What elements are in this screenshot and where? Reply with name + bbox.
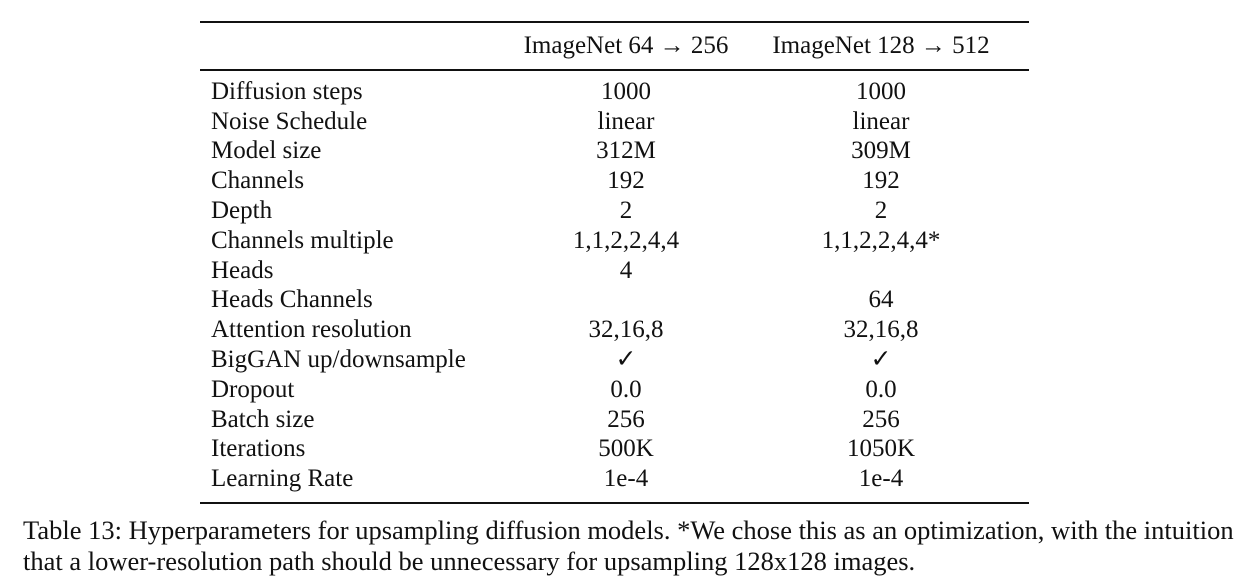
row-label: BigGAN up/downsample <box>211 346 466 374</box>
hyperparameter-table: ImageNet 64 → 256 ImageNet 128 → 512 Dif… <box>200 21 1029 504</box>
table-body: Diffusion steps 1000 1000 Noise Schedule lin… <box>200 71 1029 502</box>
cell-imagenet-64-256: 312M <box>596 137 656 165</box>
cell-imagenet-128-512: linear <box>852 107 910 135</box>
cell-imagenet-64-256: linear <box>597 107 655 135</box>
cell-imagenet-128-512: 309M <box>851 137 911 165</box>
row-label: Batch size <box>211 405 315 433</box>
cell-imagenet-128-512: 1,1,2,2,4,4* <box>821 226 941 254</box>
cell-imagenet-128-512: 64 <box>868 286 894 314</box>
header-cell-imagenet-128-512: ImageNet 128 → 512 <box>772 32 990 59</box>
row-label: Model size <box>211 137 322 165</box>
table-row: Heads 4 <box>200 255 1029 285</box>
cell-imagenet-64-256: 192 <box>607 167 645 195</box>
cell-imagenet-128-512: 1050K <box>846 435 916 463</box>
row-label: Dropout <box>211 375 295 403</box>
row-label: Heads <box>211 256 274 284</box>
cell-imagenet-128-512: 1000 <box>856 77 906 105</box>
cell-imagenet-64-256: 32,16,8 <box>588 316 664 344</box>
row-label: Channels multiple <box>211 226 394 254</box>
top-rule <box>200 21 1029 23</box>
table-row: BigGAN up/downsample ✓ ✓ <box>200 345 1029 375</box>
table-row: Dropout 0.0 0.0 <box>200 374 1029 404</box>
table-row: Learning Rate 1e-4 1e-4 <box>200 464 1029 494</box>
row-label: Depth <box>211 197 273 225</box>
table-row: Attention resolution 32,16,8 32,16,8 <box>200 315 1029 345</box>
cell-imagenet-128-512: 32,16,8 <box>843 316 919 344</box>
cell-imagenet-64-256: 1000 <box>601 77 651 105</box>
row-label: Iterations <box>211 435 306 463</box>
cell-imagenet-64-256: 2 <box>619 197 633 225</box>
table-row: Batch size 256 256 <box>200 404 1029 434</box>
cell-imagenet-64-256: 1e-4 <box>603 465 649 493</box>
cell-imagenet-128-512: 256 <box>862 405 900 433</box>
row-label: Diffusion steps <box>211 77 363 105</box>
table-row: Diffusion steps 1000 1000 <box>200 77 1029 107</box>
row-label: Noise Schedule <box>211 107 368 135</box>
table-row: Depth 2 2 <box>200 196 1029 226</box>
row-label: Channels <box>211 167 305 195</box>
table-row: Channels 192 192 <box>200 166 1029 196</box>
row-label: Attention resolution <box>211 316 412 344</box>
cell-imagenet-128-512: 0.0 <box>865 375 897 403</box>
row-label: Learning Rate <box>211 465 354 493</box>
row-label: Heads Channels <box>211 286 373 314</box>
table-row: Model size 312M 309M <box>200 136 1029 166</box>
table-row: Channels multiple 1,1,2,2,4,4 1,1,2,2,4,4* <box>200 225 1029 255</box>
cell-imagenet-64-256: ✓ <box>615 346 637 374</box>
table-row: Noise Schedule linear linear <box>200 106 1029 136</box>
header-cell-imagenet-64-256: ImageNet 64 → 256 <box>523 32 729 59</box>
table-row: Iterations 500K 1050K <box>200 434 1029 464</box>
bottom-rule <box>200 501 1029 504</box>
cell-imagenet-128-512: 2 <box>874 197 888 225</box>
header-rule <box>200 69 1029 71</box>
cell-imagenet-64-256: 256 <box>607 405 645 433</box>
table-header-row: ImageNet 64 → 256 ImageNet 128 → 512 <box>200 23 1029 69</box>
cell-imagenet-128-512: ✓ <box>870 346 892 374</box>
cell-imagenet-64-256: 1,1,2,2,4,4 <box>572 226 680 254</box>
cell-imagenet-64-256: 0.0 <box>610 375 642 403</box>
cell-imagenet-128-512: 192 <box>862 167 900 195</box>
cell-imagenet-64-256: 4 <box>619 256 633 284</box>
cell-imagenet-64-256: 500K <box>598 435 654 463</box>
cell-imagenet-128-512: 1e-4 <box>858 465 904 493</box>
table-row: Heads Channels 64 <box>200 285 1029 315</box>
table-caption: Table 13: Hyperparameters for upsampling… <box>23 515 1234 576</box>
